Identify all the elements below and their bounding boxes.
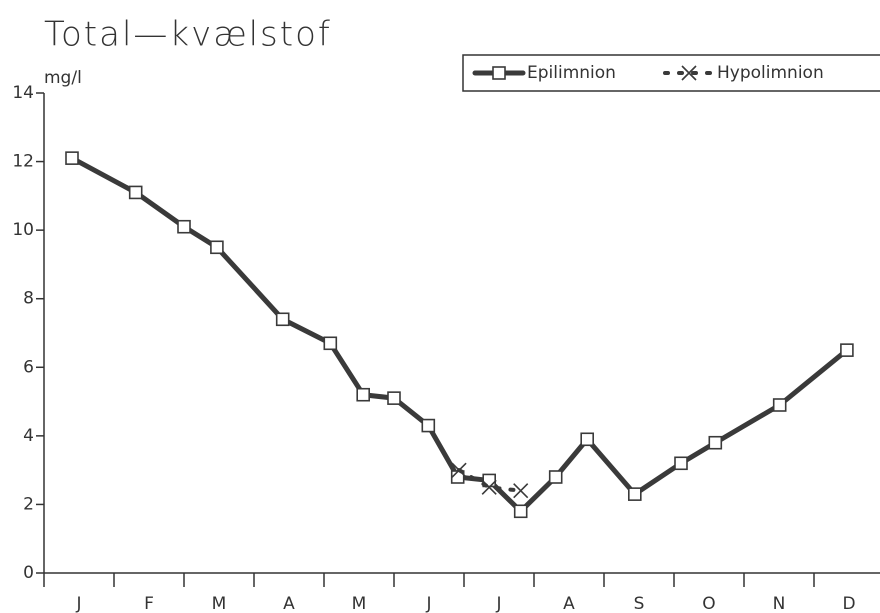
point-marker [674, 456, 688, 471]
point-marker [580, 432, 595, 447]
legend-marker [492, 66, 506, 80]
point-marker [387, 391, 401, 405]
point-marker [772, 398, 787, 412]
x-tick-label: A [563, 594, 575, 613]
point-marker [275, 312, 290, 327]
legend: Epilimnion Hypolimnion [462, 54, 880, 92]
point-marker [210, 240, 224, 255]
x-tick-label: D [842, 594, 855, 613]
point-marker [513, 504, 528, 519]
y-tick-label: 0 [23, 563, 34, 583]
point-marker [840, 343, 854, 357]
chart-title: Total—kvælstof [44, 15, 332, 55]
point-marker [708, 435, 723, 450]
y-tick-label: 14 [12, 83, 34, 103]
point-marker [323, 336, 338, 351]
x-tick-label: S [634, 594, 645, 613]
y-tick-label: 4 [23, 426, 34, 446]
point-marker [548, 470, 563, 484]
point-marker [451, 462, 467, 478]
legend-label: Epilimnion [527, 63, 616, 83]
series-line [457, 468, 523, 493]
x-tick-label: J [425, 594, 431, 613]
y-axis-label: mg/l [44, 68, 82, 88]
y-tick-label: 12 [12, 152, 34, 172]
point-marker [513, 483, 529, 499]
x-tick-label: N [773, 594, 786, 613]
x-tick-label: A [283, 594, 295, 613]
x-tick-label: M [212, 594, 227, 613]
y-tick-label: 2 [23, 494, 34, 514]
point-marker [177, 219, 191, 234]
x-tick-label: M [352, 594, 367, 613]
x-tick-label: O [702, 594, 715, 613]
legend-label: Hypolimnion [717, 63, 824, 83]
y-tick-label: 6 [23, 357, 34, 377]
x-tick-label: J [495, 594, 501, 613]
x-tick-label: F [144, 594, 154, 613]
x-tick-label: J [75, 594, 81, 613]
point-marker [128, 185, 143, 200]
point-marker [65, 151, 79, 165]
point-marker [356, 387, 371, 402]
y-tick-label: 10 [12, 220, 34, 240]
point-marker [421, 418, 436, 433]
point-marker [481, 479, 497, 495]
legend-box [462, 54, 880, 92]
y-tick-label: 8 [23, 289, 34, 309]
series-line [69, 155, 850, 514]
legend-marker [681, 65, 697, 81]
point-marker [627, 487, 642, 501]
